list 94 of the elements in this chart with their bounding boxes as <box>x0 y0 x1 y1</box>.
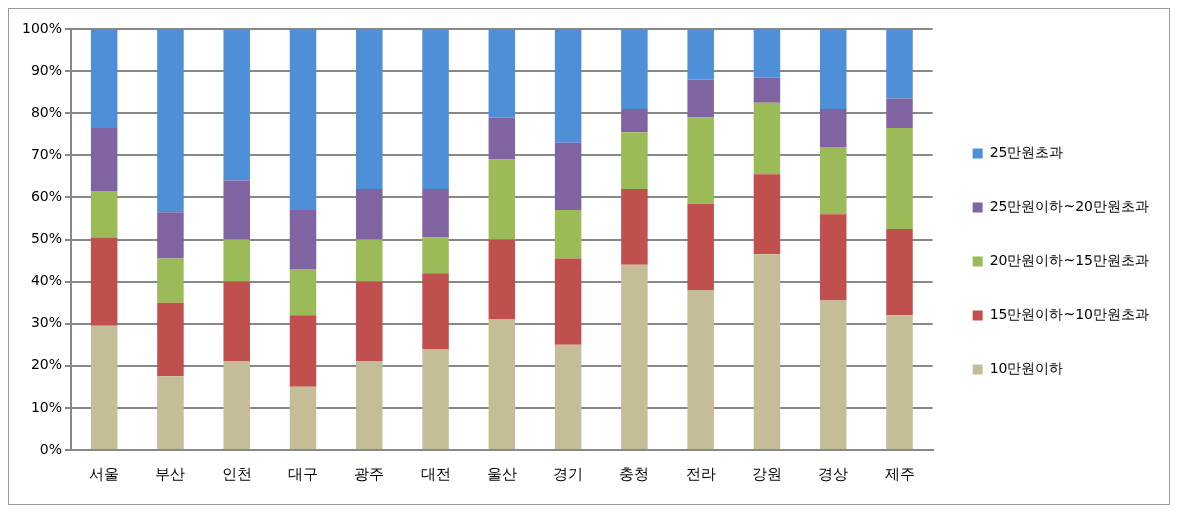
x-tick-label: 부산 <box>155 464 186 483</box>
bar <box>223 239 250 282</box>
bar <box>289 268 317 316</box>
bar <box>554 344 582 449</box>
x-tick-label: 제주 <box>884 464 915 483</box>
bar <box>289 29 317 211</box>
bar <box>687 29 714 80</box>
bar <box>289 210 317 269</box>
bar <box>488 319 516 449</box>
bar <box>554 142 582 211</box>
bar <box>223 281 250 362</box>
bar <box>886 315 913 449</box>
y-tick-label: 10% <box>30 398 63 415</box>
bar <box>223 361 250 449</box>
bar <box>356 361 383 449</box>
legend-label: 10만원이하 <box>989 360 1064 377</box>
x-tick-label: 서울 <box>89 464 120 483</box>
bar <box>819 300 847 449</box>
bar <box>819 29 847 109</box>
legend-label: 15만원이하~10만원초과 <box>989 306 1149 323</box>
y-tick-label: 0% <box>39 440 63 457</box>
bar <box>289 386 317 449</box>
y-tick-label: 60% <box>30 188 63 205</box>
bar <box>819 214 847 301</box>
bar <box>753 254 781 449</box>
bar <box>157 376 184 449</box>
bar <box>819 146 847 215</box>
bar <box>90 325 118 449</box>
bar <box>488 117 516 160</box>
bar <box>753 102 781 175</box>
bar <box>223 29 250 181</box>
y-tick-label: 90% <box>30 61 63 78</box>
bar <box>488 239 516 320</box>
bar <box>422 237 449 274</box>
bar <box>554 210 582 259</box>
y-tick-label: 100% <box>21 19 63 36</box>
bar <box>422 29 449 189</box>
bar <box>886 127 913 229</box>
x-tick-label: 대구 <box>288 464 318 483</box>
bar <box>687 117 714 204</box>
bar <box>621 264 648 449</box>
bar <box>356 239 383 282</box>
y-tick-label: 70% <box>30 145 63 162</box>
bar <box>488 159 516 240</box>
bar <box>356 29 383 189</box>
bar <box>488 29 516 118</box>
bar <box>157 302 184 377</box>
bar <box>621 132 648 189</box>
y-tick-label: 40% <box>30 272 63 289</box>
bar <box>753 29 781 78</box>
bar <box>157 212 184 259</box>
bar <box>356 281 383 362</box>
bar <box>621 108 648 133</box>
bar <box>753 174 781 255</box>
x-tick-label: 전라 <box>685 464 716 483</box>
bar <box>886 98 913 128</box>
bar <box>886 29 913 99</box>
x-tick-label: 대전 <box>420 464 451 483</box>
bar <box>90 191 118 238</box>
bar <box>753 77 781 103</box>
bar <box>422 273 449 349</box>
y-tick-label: 80% <box>30 103 63 120</box>
x-tick-label: 광주 <box>354 464 385 483</box>
x-tick-label: 충청 <box>619 464 650 483</box>
bar <box>356 188 383 240</box>
y-tick-label: 50% <box>30 230 63 247</box>
legend-label: 25만원초과 <box>989 144 1064 161</box>
x-tick-label: 인천 <box>221 464 252 483</box>
bar <box>687 203 714 291</box>
bar <box>289 315 317 387</box>
bar <box>223 180 250 240</box>
bar <box>621 188 648 265</box>
x-tick-label: 경기 <box>553 464 584 483</box>
y-tick-label: 20% <box>30 356 63 373</box>
bar <box>687 79 714 118</box>
bar <box>90 127 118 192</box>
bar <box>554 29 582 143</box>
x-tick-label: 울산 <box>486 464 517 483</box>
x-tick-label: 경상 <box>818 464 849 483</box>
bar <box>687 290 714 449</box>
bar <box>621 29 648 109</box>
legend-label: 20만원이하~15만원초과 <box>989 252 1149 269</box>
bar <box>886 228 913 316</box>
bar <box>422 188 449 238</box>
legend-label: 25만원이하~20만원초과 <box>989 198 1149 215</box>
bar <box>554 258 582 345</box>
bar <box>819 108 847 147</box>
bar <box>90 29 118 128</box>
x-tick-label: 강원 <box>751 464 782 483</box>
y-tick-label: 30% <box>30 314 63 331</box>
bar <box>422 348 449 449</box>
bar <box>90 237 118 326</box>
bar <box>157 29 184 213</box>
bar <box>157 258 184 303</box>
